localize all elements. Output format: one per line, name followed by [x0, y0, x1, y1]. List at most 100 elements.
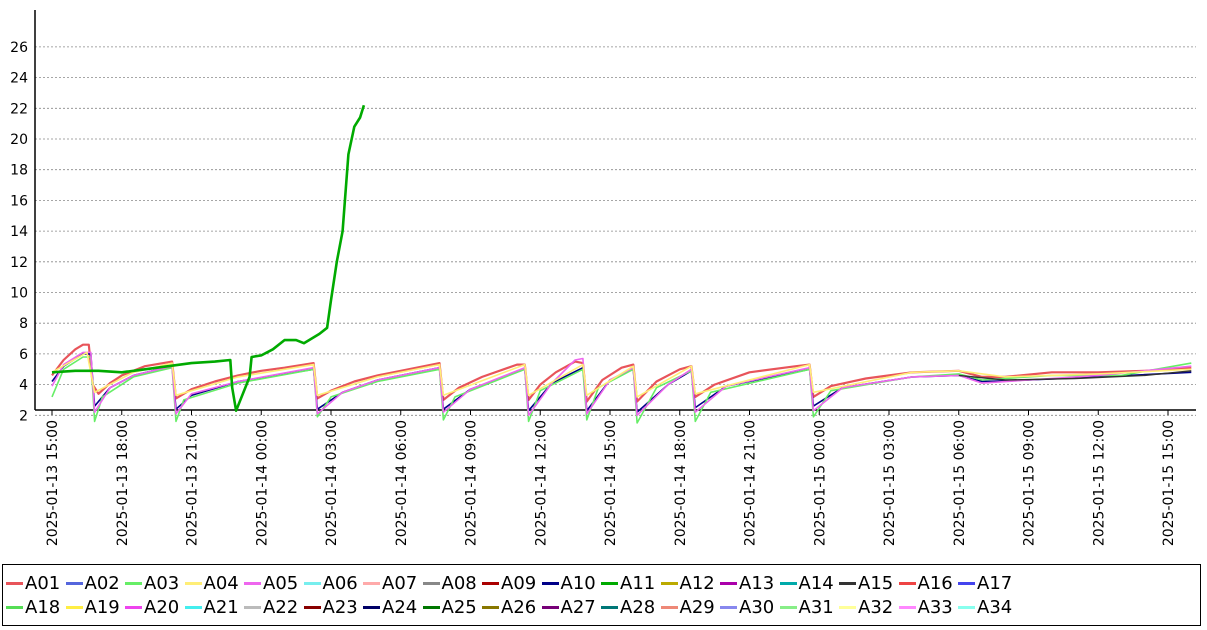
legend-swatch [125, 581, 142, 585]
legend-label: A25 [441, 596, 477, 618]
x-tick-label: 2025-01-14 18:00 [673, 420, 689, 546]
legend-item-a12: A12 [660, 571, 715, 595]
legend-label: A03 [144, 572, 180, 594]
legend-label: A24 [382, 596, 418, 618]
x-tick-label: 2025-01-15 00:00 [812, 420, 828, 546]
legend-label: A22 [263, 596, 299, 618]
legend-label: A05 [263, 572, 299, 594]
legend-swatch [303, 605, 321, 609]
x-tick-label: 2025-01-15 06:00 [952, 420, 968, 546]
legend-label: A29 [679, 596, 715, 618]
series-line-a11 [51, 104, 366, 413]
legend-item-a09: A09 [482, 571, 536, 595]
legend-swatch [958, 605, 975, 609]
legend-swatch [720, 605, 737, 609]
x-tick-label: 2025-01-14 12:00 [533, 420, 549, 546]
legend-label: A07 [382, 572, 418, 594]
legend-label: A20 [144, 596, 180, 618]
y-tick-label: 20 [10, 132, 28, 148]
legend-label: A06 [322, 572, 358, 594]
legend-item-a06: A06 [303, 571, 358, 595]
legend-swatch [303, 581, 321, 585]
legend-item-a17: A17 [958, 571, 1012, 595]
legend-swatch [244, 581, 261, 585]
legend-item-a04: A04 [184, 571, 239, 595]
legend-label: A32 [858, 596, 894, 618]
legend-item-a01: A01 [6, 571, 60, 595]
legend-swatch [898, 605, 916, 609]
series-line-a15 [958, 370, 1192, 381]
x-tick-label: 2025-01-15 09:00 [1022, 420, 1038, 546]
series-lines [51, 104, 1192, 424]
legend-item-a21: A21 [184, 595, 239, 619]
legend-swatch [779, 581, 797, 585]
legend-swatch [898, 581, 916, 585]
x-tick-label: 2025-01-14 00:00 [254, 420, 270, 546]
legend-swatch [6, 581, 23, 585]
legend-label: A34 [977, 596, 1013, 618]
legend-label: A13 [739, 572, 775, 594]
legend-item-a07: A07 [363, 571, 417, 595]
legend-swatch [244, 605, 261, 609]
y-tick-label: 18 [10, 163, 28, 179]
x-tick-label: 2025-01-14 06:00 [394, 420, 410, 546]
x-tick-label: 2025-01-13 21:00 [185, 420, 201, 546]
legend-label: A15 [858, 572, 894, 594]
legend-item-a10: A10 [541, 571, 596, 595]
legend-label: A02 [84, 572, 120, 594]
legend-swatch [958, 581, 975, 585]
y-tick-label: 16 [10, 193, 28, 209]
series-line-a10 [51, 353, 1192, 414]
y-tick-label: 12 [10, 255, 28, 271]
x-tick-label: 2025-01-15 15:00 [1161, 420, 1177, 546]
y-tick-label: 6 [19, 347, 28, 363]
legend-swatch [363, 581, 380, 585]
legend-label: A26 [501, 596, 537, 618]
axes [34, 10, 1196, 411]
legend-swatch [720, 581, 737, 585]
series-line-a04 [51, 351, 1192, 398]
legend-label: A09 [501, 572, 537, 594]
x-tick-label: 2025-01-14 03:00 [324, 420, 340, 546]
legend-swatch [482, 581, 499, 585]
x-tick-label: 2025-01-14 15:00 [603, 420, 619, 546]
legend-item-a13: A13 [720, 571, 774, 595]
legend-swatch [6, 605, 23, 609]
legend-swatch [65, 605, 83, 609]
x-tick-label: 2025-01-14 09:00 [464, 420, 480, 546]
legend: A01 A02 A03 A04 A05 A06 A07 A08 A09 A10 A11 A12 A13 A… [2, 564, 1201, 626]
legend-swatch [541, 581, 559, 585]
legend-swatch [541, 605, 559, 609]
legend-swatch [660, 605, 678, 609]
legend-swatch [184, 605, 202, 609]
legend-item-a26: A26 [482, 595, 536, 619]
legend-item-a11: A11 [601, 571, 655, 595]
legend-swatch [184, 581, 202, 585]
y-tick-label: 22 [10, 101, 28, 117]
legend-label: A21 [203, 596, 239, 618]
y-tick-label: 14 [10, 224, 28, 240]
legend-swatch [422, 581, 440, 585]
legend-item-a22: A22 [244, 595, 298, 619]
legend-item-a30: A30 [720, 595, 774, 619]
legend-item-a16: A16 [898, 571, 953, 595]
y-tick-label: 2 [19, 408, 28, 424]
legend-label: A11 [620, 572, 656, 594]
legend-item-a05: A05 [244, 571, 298, 595]
y-tick-label: 26 [10, 40, 28, 56]
series-line-a05 [51, 351, 1192, 417]
legend-item-a20: A20 [125, 595, 179, 619]
legend-item-a18: A18 [6, 595, 60, 619]
legend-swatch [779, 605, 797, 609]
legend-swatch [125, 605, 142, 609]
legend-item-a32: A32 [839, 595, 893, 619]
legend-label: A08 [441, 572, 477, 594]
legend-label: A33 [917, 596, 953, 618]
legend-item-a34: A34 [958, 595, 1012, 619]
legend-swatch [363, 605, 380, 609]
legend-label: A30 [739, 596, 775, 618]
x-tick-label: 2025-01-13 15:00 [45, 420, 61, 546]
x-tick-label: 2025-01-13 18:00 [115, 420, 131, 546]
